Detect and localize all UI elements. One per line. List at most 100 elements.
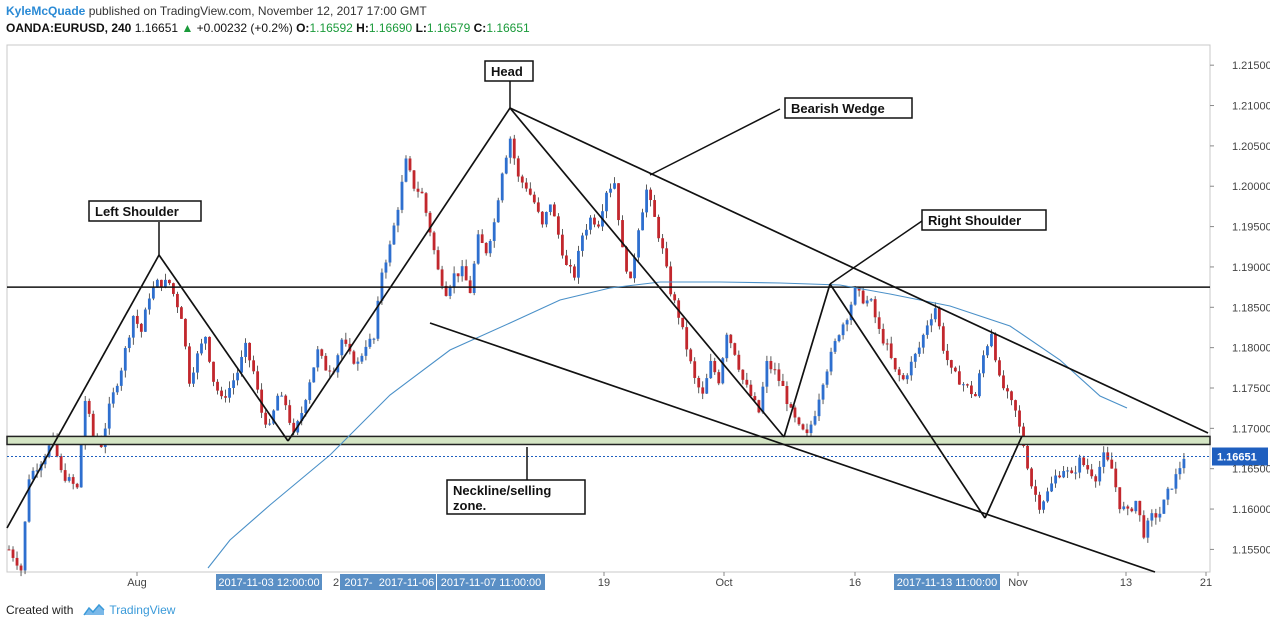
candle <box>372 337 376 344</box>
y-tick-label: 1.20000 <box>1232 181 1270 193</box>
candle-body <box>633 257 636 279</box>
candle-body <box>701 387 705 394</box>
candle <box>1118 487 1122 514</box>
candle-body <box>637 230 640 258</box>
candle-body <box>1038 494 1041 510</box>
candle-body <box>340 339 344 356</box>
candle-body <box>552 204 556 217</box>
candle <box>444 281 448 297</box>
candle <box>87 398 91 418</box>
candle <box>581 232 584 257</box>
candle-body <box>524 182 528 189</box>
y-tick-label: 1.15500 <box>1232 544 1270 556</box>
candle-body <box>889 343 893 359</box>
close-label: C: <box>473 21 487 35</box>
candle-body <box>653 200 657 217</box>
candle-body <box>1054 475 1058 484</box>
candle-body <box>1150 513 1154 521</box>
candle-body <box>192 372 195 384</box>
candle-body <box>809 424 813 434</box>
author-link[interactable]: KyleMcQuade <box>6 4 86 18</box>
y-tick-label: 1.20500 <box>1232 141 1270 153</box>
candle-body <box>280 395 284 397</box>
candle <box>597 220 600 229</box>
candle-body <box>821 384 825 400</box>
candle <box>821 383 825 405</box>
candle <box>75 482 79 490</box>
candle <box>637 228 640 261</box>
candle <box>464 259 468 281</box>
candle <box>841 322 845 340</box>
candle <box>7 545 11 551</box>
candle-body <box>1134 500 1138 512</box>
candle <box>220 386 223 400</box>
candle-body <box>324 355 328 371</box>
annotation-box <box>88 200 202 222</box>
candle <box>476 230 480 265</box>
candle <box>749 380 753 398</box>
candle-body <box>328 370 332 372</box>
candle-body <box>560 234 564 256</box>
candle <box>139 322 143 338</box>
candle <box>31 467 35 481</box>
candle <box>119 367 123 391</box>
candle-body <box>965 384 969 386</box>
candle-body <box>673 294 677 301</box>
candle-body <box>970 385 973 395</box>
candle-body <box>845 320 849 325</box>
candle <box>689 347 693 364</box>
candle-body <box>528 188 532 195</box>
candle-body <box>408 158 412 171</box>
candle <box>500 172 504 203</box>
candle-body <box>1082 457 1086 466</box>
candle-body <box>159 279 163 288</box>
moving-average-line <box>207 281 1128 569</box>
candle <box>308 379 312 404</box>
candle <box>1178 461 1182 480</box>
candle <box>705 373 709 394</box>
tradingview-brand-link[interactable]: TradingView <box>109 603 176 617</box>
candle <box>921 333 925 354</box>
candle-body <box>1014 400 1017 411</box>
candle <box>480 229 484 244</box>
candle-body <box>456 273 460 277</box>
candle-body <box>260 389 264 413</box>
candle-body <box>1010 391 1013 401</box>
candle-body <box>1174 474 1178 489</box>
candle <box>1110 452 1114 469</box>
callout-leader <box>829 220 923 285</box>
candle-body <box>428 212 432 233</box>
candle-body <box>1158 513 1162 518</box>
candle-body <box>15 557 19 566</box>
candle-body <box>998 360 1001 376</box>
candle-body <box>893 358 897 370</box>
x-tick-label: 2 <box>333 577 339 589</box>
candle <box>629 271 632 279</box>
candle-body <box>1026 445 1029 469</box>
candle <box>212 361 215 387</box>
candle <box>344 332 348 347</box>
candle-body <box>685 327 689 350</box>
x-tick-label: 16 <box>849 577 861 589</box>
candle-body <box>480 234 484 243</box>
candle-body <box>657 216 661 239</box>
candle-body <box>841 324 845 336</box>
candle <box>1166 486 1170 506</box>
candle <box>1086 458 1090 474</box>
candle <box>352 349 356 365</box>
candle-body <box>472 263 476 293</box>
candle <box>1034 479 1037 502</box>
candle <box>27 474 31 523</box>
pattern-line <box>783 283 831 438</box>
candle <box>901 372 905 381</box>
candle-body <box>1018 410 1021 427</box>
candle <box>853 285 857 306</box>
candle <box>288 399 292 426</box>
candle <box>1006 384 1009 399</box>
candle <box>713 357 717 375</box>
candle-body <box>452 273 456 288</box>
x-tick-label: 13 <box>1120 577 1132 589</box>
candle-body <box>23 521 27 571</box>
candle <box>869 297 873 302</box>
candle <box>1142 510 1146 540</box>
